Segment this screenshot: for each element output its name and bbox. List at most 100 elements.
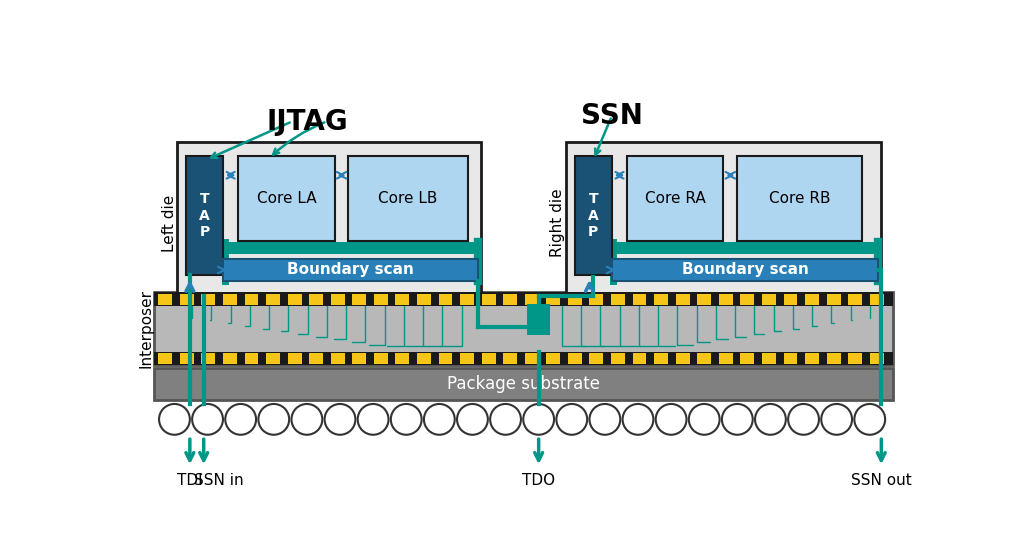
Bar xyxy=(288,353,301,364)
Bar xyxy=(611,353,625,364)
Text: IJTAG: IJTAG xyxy=(267,108,348,136)
Bar xyxy=(309,353,323,364)
Bar xyxy=(740,294,755,305)
Text: Boundary scan: Boundary scan xyxy=(287,262,414,277)
Bar xyxy=(223,294,237,305)
Bar xyxy=(826,353,841,364)
Bar xyxy=(547,294,560,305)
Circle shape xyxy=(159,404,189,435)
Bar xyxy=(460,294,474,305)
Text: T
A
P: T A P xyxy=(588,193,599,239)
Circle shape xyxy=(590,404,621,435)
Bar xyxy=(438,353,453,364)
Bar xyxy=(331,294,345,305)
Circle shape xyxy=(722,404,753,435)
Circle shape xyxy=(193,404,223,435)
Bar xyxy=(590,353,603,364)
Circle shape xyxy=(391,404,422,435)
Bar xyxy=(288,294,301,305)
Bar xyxy=(395,353,410,364)
Circle shape xyxy=(821,404,852,435)
Circle shape xyxy=(490,404,521,435)
Bar xyxy=(202,294,215,305)
Text: Core RA: Core RA xyxy=(645,191,706,206)
Text: Core RB: Core RB xyxy=(769,191,830,206)
Bar xyxy=(154,292,893,365)
Bar xyxy=(783,294,798,305)
Bar xyxy=(503,353,517,364)
Bar xyxy=(159,294,172,305)
Bar xyxy=(676,353,689,364)
Bar xyxy=(574,156,611,275)
Bar xyxy=(762,353,776,364)
Text: SSN out: SSN out xyxy=(851,473,911,488)
Circle shape xyxy=(357,404,388,435)
Text: Core LB: Core LB xyxy=(379,191,438,206)
Bar xyxy=(633,353,646,364)
Bar xyxy=(352,353,367,364)
Bar xyxy=(374,353,388,364)
Circle shape xyxy=(523,404,554,435)
Bar xyxy=(762,294,776,305)
Text: Left die: Left die xyxy=(162,194,176,251)
Bar xyxy=(876,242,882,281)
Bar xyxy=(481,294,496,305)
Bar xyxy=(417,353,431,364)
Bar xyxy=(547,353,560,364)
Bar xyxy=(848,294,862,305)
Bar xyxy=(568,353,582,364)
Bar xyxy=(154,292,893,306)
Bar xyxy=(352,294,367,305)
Circle shape xyxy=(258,404,289,435)
Bar xyxy=(527,304,550,334)
Bar xyxy=(676,294,689,305)
Text: Right die: Right die xyxy=(551,189,565,257)
Bar xyxy=(848,353,862,364)
Bar xyxy=(590,294,603,305)
Bar xyxy=(223,259,478,281)
Text: Package substrate: Package substrate xyxy=(446,375,600,393)
Bar xyxy=(783,353,798,364)
Circle shape xyxy=(424,404,455,435)
Bar xyxy=(331,353,345,364)
Bar xyxy=(245,353,258,364)
Bar xyxy=(395,294,410,305)
Text: Core LA: Core LA xyxy=(257,191,316,206)
Bar xyxy=(417,294,431,305)
Bar xyxy=(524,294,539,305)
Circle shape xyxy=(457,404,487,435)
Text: TDI: TDI xyxy=(177,473,203,488)
Circle shape xyxy=(225,404,256,435)
Bar xyxy=(568,294,582,305)
Bar xyxy=(177,142,481,304)
Bar xyxy=(481,353,496,364)
Bar xyxy=(628,156,724,241)
Text: SSN: SSN xyxy=(581,102,643,130)
Bar xyxy=(737,156,862,241)
Bar xyxy=(503,294,517,305)
Bar xyxy=(309,294,323,305)
Bar xyxy=(611,259,879,281)
Text: Interposer: Interposer xyxy=(138,289,154,368)
Bar xyxy=(697,294,711,305)
Bar xyxy=(239,156,335,241)
Bar xyxy=(180,353,194,364)
Circle shape xyxy=(325,404,355,435)
Circle shape xyxy=(788,404,819,435)
Bar xyxy=(740,353,755,364)
Bar xyxy=(524,353,539,364)
Bar xyxy=(460,353,474,364)
Circle shape xyxy=(689,404,720,435)
Text: SSN in: SSN in xyxy=(195,473,244,488)
Bar xyxy=(719,294,733,305)
Bar xyxy=(654,294,668,305)
Bar xyxy=(348,156,468,241)
Bar xyxy=(266,294,280,305)
Bar xyxy=(374,294,388,305)
Bar xyxy=(697,353,711,364)
Circle shape xyxy=(623,404,653,435)
Bar xyxy=(565,142,882,304)
Circle shape xyxy=(854,404,885,435)
Text: TDO: TDO xyxy=(522,473,555,488)
Bar xyxy=(633,294,646,305)
